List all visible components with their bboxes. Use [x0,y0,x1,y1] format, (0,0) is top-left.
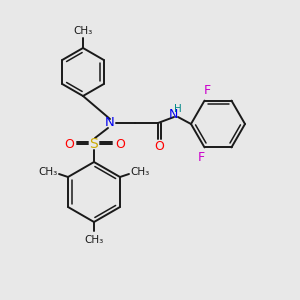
Text: S: S [90,137,98,151]
Text: CH₃: CH₃ [38,167,58,177]
Text: O: O [64,137,74,151]
Text: O: O [154,140,164,152]
Text: CH₃: CH₃ [74,26,93,36]
Text: F: F [204,84,211,97]
Text: O: O [115,137,125,151]
Text: F: F [198,151,205,164]
Text: N: N [105,116,115,130]
Text: N: N [168,109,178,122]
Text: H: H [174,104,182,114]
Text: CH₃: CH₃ [84,235,104,245]
Text: CH₃: CH₃ [130,167,150,177]
